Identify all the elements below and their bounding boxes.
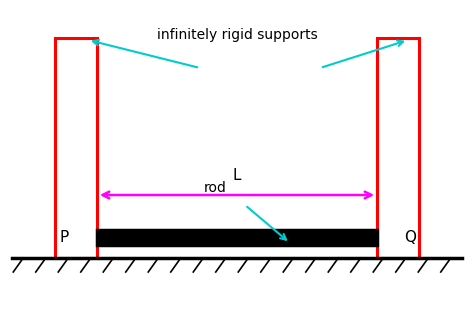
Text: P: P <box>59 230 69 245</box>
Bar <box>377 38 419 258</box>
Text: Q: Q <box>404 230 416 245</box>
Bar <box>55 38 97 258</box>
Bar <box>97 230 377 245</box>
Text: rod: rod <box>203 181 227 195</box>
Text: infinitely rigid supports: infinitely rigid supports <box>156 28 318 42</box>
Text: L: L <box>233 168 241 183</box>
